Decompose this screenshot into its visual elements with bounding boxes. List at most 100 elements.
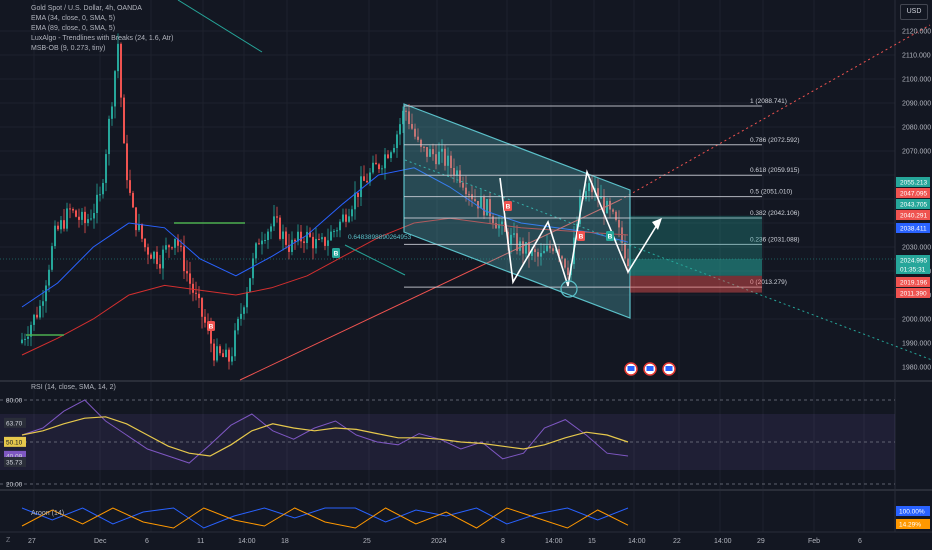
- candle-body: [63, 220, 65, 229]
- candle-body: [243, 307, 245, 314]
- rsi-value-tag: [4, 450, 26, 461]
- candle-body: [108, 118, 110, 155]
- candle-body: [219, 346, 221, 354]
- candle-body: [33, 314, 35, 325]
- price-tick-label: 2080.000: [902, 125, 931, 132]
- candle-body: [51, 246, 53, 270]
- rsi-value-tag: [4, 456, 26, 467]
- swing-low-circle: [560, 280, 578, 298]
- candle-body: [30, 324, 32, 337]
- candle-body: [225, 349, 227, 358]
- time-tick-label: 25: [363, 538, 371, 545]
- candle-body: [231, 356, 233, 362]
- candle-body: [66, 208, 68, 229]
- candle-body: [459, 170, 461, 183]
- candle-body: [501, 221, 503, 225]
- aroon-pane-label[interactable]: Aroon (14): [31, 510, 65, 517]
- candle-body: [216, 346, 218, 361]
- candle-body: [228, 349, 230, 362]
- candle-body: [297, 231, 299, 242]
- candle-body: [525, 241, 527, 254]
- candle-body: [210, 328, 212, 344]
- fib-level-label: 1 (2088.741): [750, 98, 787, 105]
- zigzag-pattern: [499, 169, 661, 287]
- candle-body: [129, 180, 131, 193]
- rsi-pane-label[interactable]: RSI (14, close, SMA, 14, 2): [31, 384, 116, 391]
- candle-body: [36, 314, 38, 318]
- candle-body: [327, 240, 329, 246]
- candle-body: [93, 213, 95, 219]
- indicator-msb-ob[interactable]: MSB-OB (9, 0.273, tiny): [31, 45, 106, 52]
- event-flag-icon: [646, 366, 654, 371]
- candle-body: [54, 225, 56, 247]
- candle-body: [21, 339, 23, 343]
- candle-body: [198, 293, 200, 299]
- time-tick-label: Dec: [94, 538, 107, 545]
- candle-body: [357, 192, 359, 197]
- zigzag-arrowhead: [652, 218, 662, 230]
- currency-button[interactable]: USD: [900, 4, 928, 20]
- candle-body: [111, 106, 113, 119]
- price-tick-label: 2100.000: [902, 77, 931, 84]
- ratio-label: 0.6483898890264953: [348, 234, 412, 241]
- candle-body: [27, 336, 29, 339]
- time-tick-label: 6: [858, 538, 862, 545]
- candle-body: [504, 221, 506, 232]
- price-tick-label: 1980.000: [902, 365, 931, 372]
- candle-body: [351, 209, 353, 217]
- candle-body: [561, 256, 563, 259]
- candle-body: [426, 147, 428, 157]
- price-tick-label: 2000.000: [902, 317, 931, 324]
- price-tag-label: 2047.095: [900, 191, 927, 198]
- aroon-up-line: [21, 507, 629, 529]
- time-tick-label: 29: [757, 538, 765, 545]
- candle-body: [78, 216, 80, 220]
- candle-body: [222, 353, 224, 358]
- indicator-ema34[interactable]: EMA (34, close, 0, SMA, 5): [31, 15, 116, 22]
- indicator-ema89[interactable]: EMA (89, close, 0, SMA, 5): [31, 25, 116, 32]
- candle-body: [270, 226, 272, 232]
- candle-body: [180, 245, 182, 247]
- break-marker: [504, 201, 512, 211]
- time-tick-label: 14:00: [714, 538, 732, 545]
- candle-body: [345, 214, 347, 222]
- candle-body: [567, 267, 569, 275]
- time-tick-label: 14:00: [238, 538, 256, 545]
- candle-body: [369, 172, 371, 183]
- candle-body: [102, 182, 104, 195]
- target-zone: [630, 215, 762, 259]
- descending-channel: [403, 103, 631, 319]
- candle-body: [120, 43, 122, 98]
- candle-body: [606, 200, 608, 214]
- candle-body: [546, 245, 548, 251]
- price-tag: [896, 277, 930, 287]
- time-tick-label: 18: [281, 538, 289, 545]
- candle-body: [621, 227, 623, 243]
- ema34-line: [21, 167, 629, 308]
- candle-body: [300, 231, 302, 242]
- candle-body: [240, 313, 242, 319]
- candle-body: [375, 162, 377, 165]
- candle-body: [39, 305, 41, 318]
- candle-body: [264, 240, 266, 242]
- candle-body: [213, 343, 215, 361]
- candle-body: [432, 149, 434, 155]
- aroon-down-line: [21, 507, 629, 529]
- candle-body: [288, 244, 290, 252]
- candle-body: [177, 238, 179, 246]
- candle-body: [282, 231, 284, 239]
- candle-body: [234, 330, 236, 357]
- candle-body: [462, 182, 464, 188]
- indicator-luxalgo[interactable]: LuxAlgo - Trendlines with Breaks (24, 1.…: [31, 35, 174, 42]
- price-tag-label: 2011.390: [900, 291, 927, 298]
- candle-body: [330, 231, 332, 241]
- fib-level-label: 0.5 (2051.010): [750, 189, 792, 196]
- rsi-tick-label: 35.73: [6, 459, 23, 466]
- candle-body: [438, 151, 440, 165]
- time-tick-label: 14:00: [545, 538, 563, 545]
- candle-body: [627, 258, 629, 267]
- price-tag-label: 2019.196: [900, 280, 927, 287]
- candle-body: [87, 219, 89, 224]
- price-tag-label: 2040.291: [900, 213, 927, 220]
